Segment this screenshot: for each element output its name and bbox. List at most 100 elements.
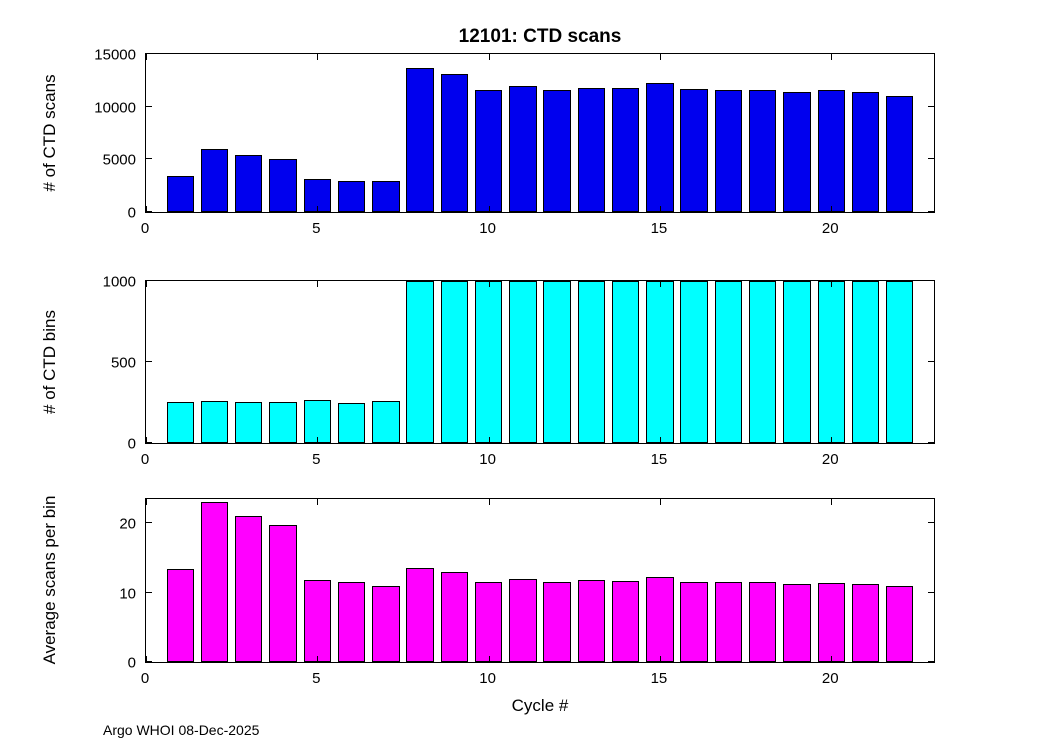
x-tickmark [488, 206, 490, 212]
x-tickmark [146, 437, 147, 443]
bar-cycle-4 [269, 402, 297, 443]
bar-cycle-3 [235, 401, 263, 443]
x-tickmark [317, 499, 319, 505]
x-tick-label: 20 [821, 670, 839, 687]
y-tickmark [928, 361, 934, 362]
bar-cycle-16 [680, 88, 708, 212]
x-tick-label: 20 [821, 220, 839, 237]
bar-cycle-17 [714, 281, 743, 443]
bar-cycle-1 [166, 402, 194, 443]
bar-cycle-21 [851, 281, 880, 443]
bar-cycle-14 [611, 281, 640, 443]
y-tickmark [928, 158, 934, 160]
y-tickmark [146, 211, 152, 212]
y-tick-label: 0 [127, 654, 136, 672]
ylabel-ctd-bins: # of CTD bins [40, 310, 59, 414]
x-tickmark [317, 437, 319, 443]
y-tickmark [146, 280, 152, 281]
bar-cycle-20 [817, 89, 845, 212]
y-tickmark [928, 105, 934, 107]
bar-cycle-16 [680, 281, 708, 443]
y-tick-label: 20 [119, 515, 136, 533]
x-tickmark [488, 499, 490, 505]
bar-cycle-7 [372, 401, 400, 443]
plot-area-ctd-bins [145, 280, 935, 444]
bar-cycle-19 [783, 92, 811, 212]
bar-cycle-21 [851, 583, 880, 662]
y-tick-label: 0 [127, 435, 136, 453]
x-tickmark [317, 281, 319, 287]
chart-title: 12101: CTD scans [458, 26, 622, 47]
x-tickmark [488, 281, 490, 287]
plot-area-ctd-scans [145, 53, 935, 213]
y-tick-label: 1000 [102, 273, 136, 291]
footer-annotation: Argo WHOI 08-Dec-2025 [103, 722, 260, 738]
bar-cycle-22 [886, 585, 914, 662]
x-tick-label: 5 [312, 451, 321, 468]
y-tickmark [928, 591, 934, 593]
bar-cycle-12 [543, 581, 571, 662]
bar-cycle-3 [235, 516, 263, 662]
y-tick-label: 15000 [94, 46, 136, 64]
x-tickmark [317, 656, 319, 662]
bar-cycle-15 [646, 576, 674, 662]
x-tickmark [831, 206, 833, 212]
bar-cycle-1 [166, 176, 194, 212]
x-tick-label: 10 [479, 220, 496, 237]
bar-cycle-22 [886, 95, 914, 212]
xlabel-cycle: Cycle # [511, 696, 569, 715]
x-tickmark [659, 499, 661, 505]
bar-cycle-10 [474, 281, 503, 443]
x-tickmark [831, 54, 833, 60]
bar-cycle-22 [886, 281, 914, 443]
bar-cycle-6 [337, 582, 366, 662]
bar-cycle-12 [543, 281, 571, 443]
bar-cycle-3 [235, 155, 263, 212]
y-tickmark [146, 158, 152, 160]
x-tickmark [317, 206, 319, 212]
bar-cycle-17 [714, 89, 743, 212]
bar-cycle-18 [748, 89, 777, 212]
x-tick-label: 10 [479, 451, 496, 468]
bar-cycle-18 [748, 281, 777, 443]
bar-cycle-2 [200, 149, 229, 212]
x-tickmark [831, 499, 833, 505]
y-tick-label: 0 [127, 204, 136, 222]
bar-cycle-13 [577, 281, 606, 443]
bar-cycle-10 [474, 89, 503, 212]
x-tick-label: 5 [312, 220, 321, 237]
y-tickmark [928, 280, 934, 281]
x-tickmark [831, 281, 833, 287]
bar-cycle-19 [783, 583, 811, 662]
x-tickmark [659, 656, 661, 662]
bar-cycle-14 [611, 87, 640, 212]
y-tickmark [928, 661, 934, 662]
y-tickmark [146, 53, 152, 54]
bar-cycle-21 [851, 92, 880, 212]
y-tickmark [146, 591, 152, 593]
x-tick-label: 15 [650, 451, 668, 468]
bar-cycle-2 [200, 401, 229, 443]
y-tickmark [146, 442, 152, 443]
bar-cycle-9 [440, 74, 469, 212]
x-tickmark [659, 437, 661, 443]
x-tickmark [831, 656, 833, 662]
y-tick-label: 500 [110, 354, 136, 372]
bar-cycle-2 [200, 502, 229, 662]
bar-cycle-9 [440, 281, 469, 443]
bar-cycle-9 [440, 571, 469, 662]
ylabel-ctd-scans: # of CTD scans [40, 74, 59, 192]
ylabel-avg-scans-per-bin: Average scans per bin [40, 495, 59, 665]
bar-cycle-15 [646, 281, 674, 443]
x-tick-label: 5 [312, 670, 321, 687]
x-tickmark [317, 54, 319, 60]
x-tickmark [146, 206, 147, 212]
y-tick-label: 10000 [94, 99, 136, 117]
bar-cycle-8 [406, 67, 434, 212]
x-tick-label: 0 [140, 670, 150, 687]
bar-cycle-17 [714, 582, 743, 662]
subplot-avg-scans-per-bin: 0 5 10 15 20 0 10 20 [119, 498, 935, 687]
y-tick-label: 5000 [102, 151, 136, 169]
bar-cycle-4 [269, 158, 297, 212]
